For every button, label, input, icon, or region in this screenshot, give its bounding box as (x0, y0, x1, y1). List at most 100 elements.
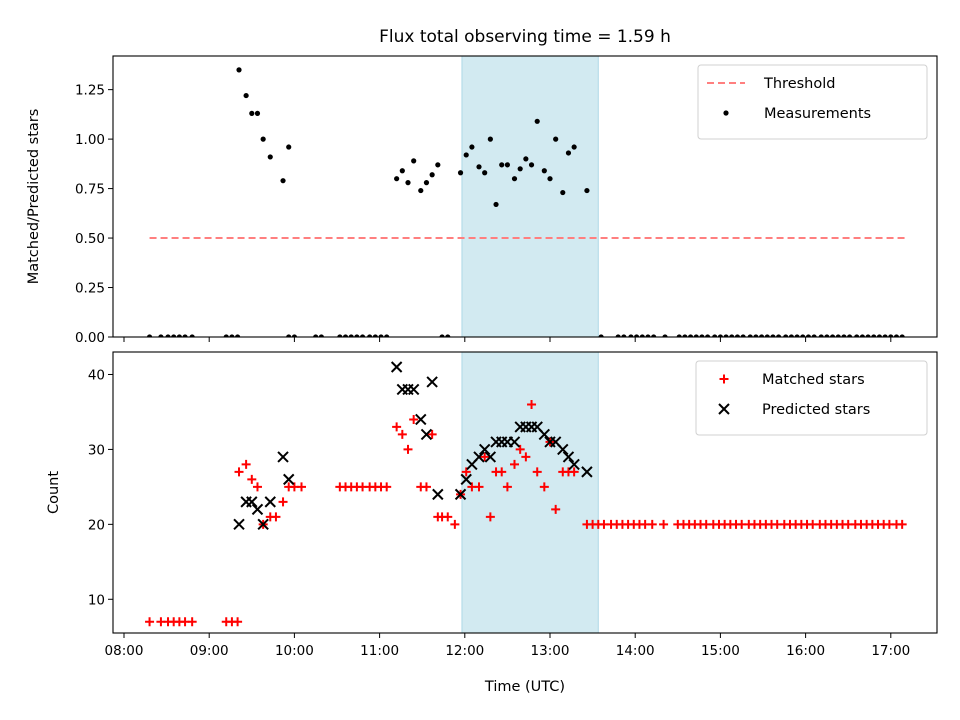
data-point (888, 334, 894, 337)
data-point (788, 334, 794, 337)
data-point (478, 443, 491, 456)
legend-swatch (723, 110, 729, 116)
y-tick-label: 0.00 (75, 330, 105, 346)
data-point (236, 67, 242, 73)
data-point (508, 436, 521, 448)
data-point (267, 154, 273, 160)
x-tick-label: 16:00 (786, 643, 825, 659)
data-point (229, 334, 235, 337)
legend-swatch (719, 374, 729, 384)
data-point (469, 144, 475, 150)
data-point (405, 180, 411, 186)
axes-frame (112, 55, 938, 338)
data-point (676, 334, 682, 337)
data-point (264, 496, 276, 508)
observing-window-span (461, 55, 599, 338)
data-point (729, 334, 735, 337)
data-point (647, 519, 657, 529)
data-point (426, 376, 438, 388)
data-point (254, 110, 261, 116)
data-point (551, 504, 561, 514)
data-point (687, 334, 694, 337)
data-point (473, 451, 485, 463)
data-point (541, 168, 547, 174)
data-point (415, 413, 427, 426)
data-point (318, 334, 324, 337)
legend: Matched stars Predicted stars (695, 360, 928, 436)
data-point (257, 518, 269, 531)
data-point (565, 150, 572, 156)
data-point (487, 136, 493, 142)
legend-box (697, 64, 928, 140)
data-point (182, 334, 188, 337)
data-point (337, 334, 343, 337)
data-point (461, 467, 471, 477)
data-point (463, 152, 469, 158)
data-point (189, 334, 195, 337)
data-point (569, 467, 579, 477)
data-point (403, 444, 413, 454)
data-point (418, 187, 424, 194)
data-point (615, 334, 621, 337)
data-point (457, 170, 464, 176)
panel-count: 10 20 30 40 08:00 09:00 10:00 11:00 12:00 13:00 14… (46, 351, 938, 659)
data-point (699, 334, 705, 337)
data-point (297, 482, 306, 492)
legend-label: Measurements (764, 106, 871, 122)
data-point (865, 334, 871, 337)
data-point (871, 334, 877, 337)
y-axis-label: Matched/Predicted stars (26, 109, 42, 285)
data-point (234, 467, 244, 477)
data-point (342, 334, 349, 337)
legend-label: Threshold (763, 76, 835, 92)
data-point (682, 334, 688, 337)
data-point (659, 519, 669, 529)
data-point (740, 334, 746, 337)
data-point (717, 334, 723, 337)
data-point (367, 334, 373, 337)
data-point (538, 428, 551, 441)
data-point (764, 334, 770, 337)
data-point (829, 334, 836, 337)
data-point (411, 158, 417, 164)
data-point (243, 92, 249, 99)
data-point (235, 334, 241, 337)
data-point (553, 136, 559, 142)
data-point (794, 334, 800, 337)
data-point (598, 334, 604, 337)
data-point (286, 334, 292, 337)
legend-label: Predicted stars (762, 402, 870, 418)
data-point (241, 459, 251, 469)
x-axis-label: Time (UTC) (484, 679, 565, 695)
data-point (776, 334, 782, 337)
data-point (251, 503, 264, 516)
data-point (634, 334, 640, 337)
series-matched-stars (145, 399, 907, 627)
data-point (439, 334, 445, 337)
data-point (146, 334, 153, 337)
data-point (571, 144, 577, 150)
data-point (824, 334, 830, 337)
observing-window-span (461, 351, 599, 634)
data-point (247, 474, 257, 484)
data-point (581, 466, 593, 478)
x-tick-label: 11:00 (360, 643, 399, 659)
data-point (485, 512, 495, 522)
data-point (899, 334, 905, 337)
x-tick-label: 10:00 (275, 643, 314, 659)
data-point (517, 166, 523, 172)
legend-swatch (718, 403, 730, 415)
y-tick-label: 40 (88, 367, 105, 383)
data-point (515, 444, 525, 454)
data-point (497, 467, 507, 477)
y-tick-label: 20 (88, 517, 105, 533)
data-point (348, 334, 354, 337)
data-point (560, 189, 566, 196)
data-point (450, 519, 460, 529)
data-point (145, 617, 155, 627)
data-point (176, 334, 182, 337)
data-point (378, 334, 384, 337)
x-tick-label: 17:00 (871, 643, 910, 659)
data-point (407, 383, 420, 396)
data-point (539, 482, 549, 492)
